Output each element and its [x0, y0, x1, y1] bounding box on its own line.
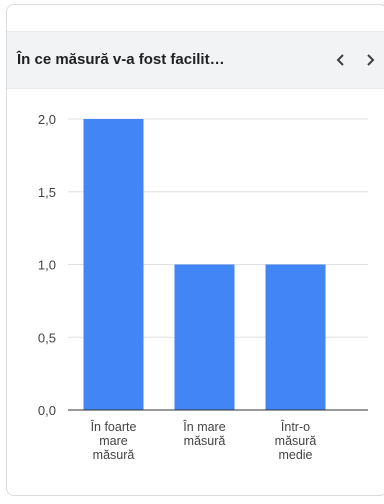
bar — [265, 264, 326, 410]
next-question-button[interactable] — [356, 46, 384, 74]
bar — [174, 264, 235, 410]
y-tick-label: 0,5 — [38, 330, 56, 345]
x-category-label: mare — [99, 434, 128, 448]
x-category-label: măsură — [275, 434, 317, 448]
x-category-label: Într-o — [280, 419, 310, 434]
chevron-right-icon — [367, 54, 375, 66]
chart-card: În ce măsură v-a fost facilit… — [6, 4, 384, 496]
chart-title: În ce măsură v-a fost facilit… — [17, 51, 225, 68]
previous-question-button[interactable] — [327, 46, 355, 74]
y-tick-label: 1,5 — [38, 185, 56, 200]
x-category-label: În mare — [182, 419, 225, 434]
bar — [83, 119, 144, 410]
x-category-label: măsură — [93, 448, 135, 462]
y-tick-label: 1,0 — [38, 258, 56, 273]
y-tick-label: 2,0 — [38, 112, 56, 127]
card-header: În ce măsură v-a fost facilit… — [7, 31, 384, 89]
x-category-label: măsură — [184, 434, 226, 448]
chevron-left-icon — [336, 54, 344, 66]
y-tick-label: 0,0 — [38, 403, 56, 418]
x-category-label: În foarte — [90, 419, 137, 434]
x-category-label: medie — [278, 448, 312, 462]
